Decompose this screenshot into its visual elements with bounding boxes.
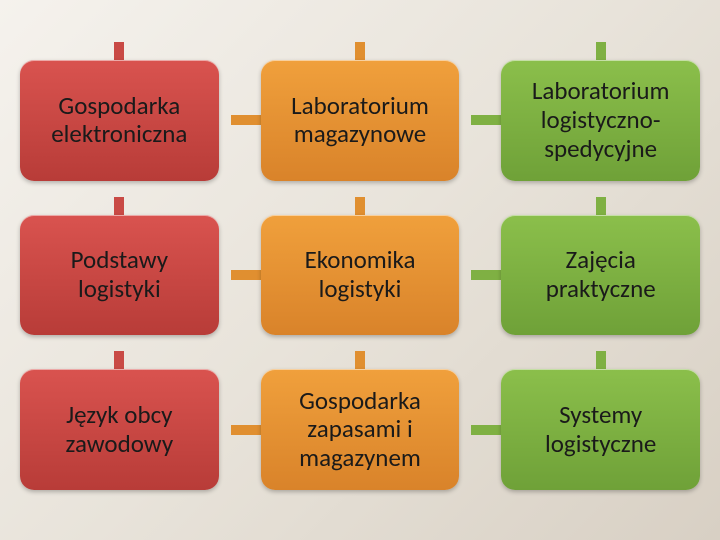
v-connector [114,351,124,369]
subject-grid: Gospodarka elektroniczna Laboratorium ma… [20,60,700,490]
h-connector [231,270,261,280]
card: Gospodarka zapasami i magazynem [261,369,460,490]
card-label: Gospodarka zapasami i magazynem [271,387,450,473]
cell-r0-c2: Laboratorium logistyczno-spedycyjne [501,60,700,181]
h-connector [471,425,501,435]
card: Laboratorium magazynowe [261,60,460,181]
cell-r1-c0: Podstawy logistyki [20,215,219,336]
h-connector [471,270,501,280]
cell-r0-c1: Laboratorium magazynowe [261,60,460,181]
card-label: Język obcy zawodowy [30,401,209,459]
v-connector [355,197,365,215]
card-label: Laboratorium logistyczno-spedycyjne [511,77,690,163]
v-connector [355,351,365,369]
card-label: Systemy logistyczne [511,401,690,459]
card-label: Gospodarka elektroniczna [30,92,209,150]
card: Zajęcia praktyczne [501,215,700,336]
card-label: Podstawy logistyki [30,246,209,304]
card-label: Laboratorium magazynowe [271,92,450,150]
cell-r0-c0: Gospodarka elektroniczna [20,60,219,181]
card: Język obcy zawodowy [20,369,219,490]
cell-r1-c1: Ekonomika logistyki [261,215,460,336]
card: Systemy logistyczne [501,369,700,490]
card: Gospodarka elektroniczna [20,60,219,181]
v-connector [596,351,606,369]
card-label: Zajęcia praktyczne [511,246,690,304]
card-label: Ekonomika logistyki [271,246,450,304]
v-connector [355,42,365,60]
cell-r1-c2: Zajęcia praktyczne [501,215,700,336]
h-connector [471,115,501,125]
v-connector [596,42,606,60]
cell-r2-c2: Systemy logistyczne [501,369,700,490]
v-connector [596,197,606,215]
card: Ekonomika logistyki [261,215,460,336]
h-connector [231,425,261,435]
h-connector [231,115,261,125]
cell-r2-c1: Gospodarka zapasami i magazynem [261,369,460,490]
v-connector [114,42,124,60]
cell-r2-c0: Język obcy zawodowy [20,369,219,490]
v-connector [114,197,124,215]
card: Laboratorium logistyczno-spedycyjne [501,60,700,181]
card: Podstawy logistyki [20,215,219,336]
